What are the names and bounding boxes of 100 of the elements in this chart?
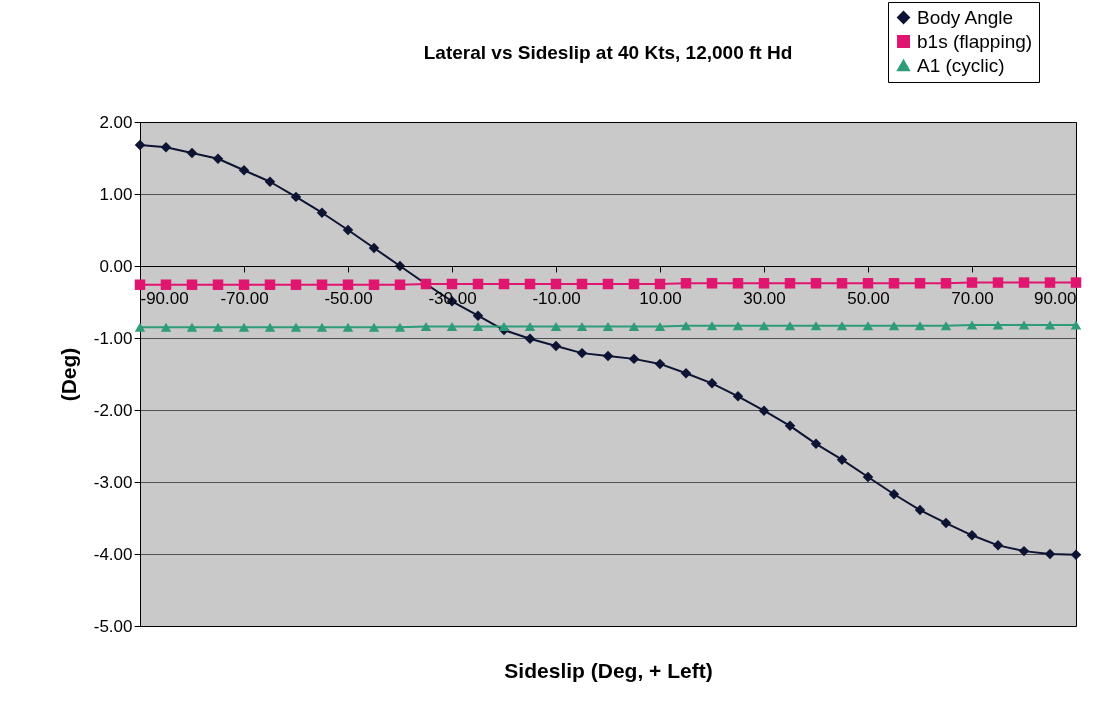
point bbox=[212, 279, 224, 290]
point bbox=[420, 321, 432, 332]
point bbox=[290, 191, 302, 203]
x-tick-label: 90.00 bbox=[1033, 288, 1077, 308]
point bbox=[966, 530, 978, 541]
point bbox=[836, 321, 848, 331]
legend-label: b1s (flapping) bbox=[917, 30, 1033, 52]
point bbox=[836, 278, 848, 289]
point bbox=[706, 278, 718, 289]
point bbox=[238, 165, 250, 176]
point bbox=[810, 438, 822, 450]
point bbox=[940, 517, 952, 529]
point bbox=[784, 420, 796, 432]
x-tick-label: 70.00 bbox=[951, 288, 994, 308]
point bbox=[134, 139, 146, 151]
point bbox=[238, 279, 250, 290]
point bbox=[368, 242, 380, 254]
y-tick-label: 1.00 bbox=[99, 184, 133, 204]
point bbox=[394, 322, 406, 332]
x-axis-title: Sideslip (Deg, + Left) bbox=[504, 658, 713, 682]
point bbox=[940, 278, 952, 289]
point bbox=[732, 321, 744, 331]
x-tick-label: -70.00 bbox=[220, 288, 269, 308]
point bbox=[940, 321, 952, 331]
point bbox=[628, 353, 640, 365]
point bbox=[394, 260, 406, 272]
point bbox=[342, 279, 354, 290]
point bbox=[628, 321, 640, 332]
point bbox=[654, 278, 666, 290]
point bbox=[784, 321, 796, 331]
point bbox=[992, 540, 1004, 551]
point bbox=[654, 358, 666, 370]
point bbox=[524, 321, 536, 332]
point bbox=[654, 321, 666, 332]
point bbox=[160, 141, 172, 153]
legend-label: Body Angle bbox=[917, 6, 1014, 28]
point bbox=[264, 279, 276, 290]
point bbox=[1044, 277, 1056, 288]
y-tick-label: 2.00 bbox=[99, 112, 133, 132]
point bbox=[966, 277, 978, 288]
point bbox=[316, 207, 328, 218]
point bbox=[212, 322, 224, 332]
point bbox=[914, 504, 926, 516]
y-tick-label: -5.00 bbox=[93, 616, 133, 636]
point bbox=[550, 321, 562, 332]
point bbox=[758, 321, 770, 331]
point bbox=[186, 279, 198, 290]
legend-label: A1 (cyclic) bbox=[917, 54, 1005, 76]
point bbox=[914, 278, 926, 289]
point bbox=[1018, 545, 1030, 557]
point bbox=[1018, 277, 1030, 288]
point bbox=[992, 320, 1004, 330]
point bbox=[784, 278, 796, 289]
point bbox=[264, 176, 276, 187]
point bbox=[758, 278, 770, 289]
chart-title: Lateral vs Sideslip at 40 Kts, 12,000 ft Hd bbox=[423, 41, 793, 63]
point bbox=[498, 321, 510, 332]
point bbox=[368, 322, 380, 332]
point bbox=[862, 471, 874, 483]
point bbox=[836, 454, 848, 465]
x-tick-label: 50.00 bbox=[847, 288, 890, 308]
point bbox=[472, 321, 484, 332]
point bbox=[706, 378, 718, 389]
point bbox=[628, 278, 640, 290]
x-tick-label: 30.00 bbox=[743, 288, 786, 308]
point bbox=[134, 322, 146, 332]
point bbox=[316, 279, 328, 290]
point bbox=[576, 321, 588, 332]
point bbox=[446, 321, 458, 332]
point bbox=[862, 321, 874, 331]
point bbox=[1018, 320, 1030, 330]
point bbox=[966, 320, 978, 330]
y-axis-title: (Deg) bbox=[56, 347, 80, 402]
x-tick-label: -90.00 bbox=[140, 288, 189, 308]
point bbox=[1070, 549, 1082, 560]
y-tick-label: -1.00 bbox=[93, 328, 133, 348]
point bbox=[914, 321, 926, 331]
point bbox=[550, 340, 562, 352]
point bbox=[212, 153, 224, 164]
point bbox=[862, 278, 874, 289]
point bbox=[602, 278, 614, 290]
point bbox=[472, 310, 484, 321]
y-tick-label: 0.00 bbox=[99, 256, 133, 276]
point bbox=[264, 322, 276, 332]
point bbox=[576, 278, 588, 290]
point bbox=[888, 321, 900, 331]
point bbox=[342, 322, 354, 332]
point bbox=[290, 322, 302, 332]
point bbox=[1044, 548, 1056, 560]
point bbox=[680, 278, 692, 289]
point bbox=[888, 278, 900, 289]
point bbox=[810, 321, 822, 331]
point bbox=[1044, 320, 1056, 330]
point bbox=[524, 278, 536, 290]
point bbox=[472, 278, 484, 290]
point bbox=[160, 279, 172, 290]
point bbox=[446, 278, 458, 290]
point bbox=[290, 279, 302, 290]
point bbox=[342, 224, 354, 236]
point bbox=[810, 278, 822, 289]
